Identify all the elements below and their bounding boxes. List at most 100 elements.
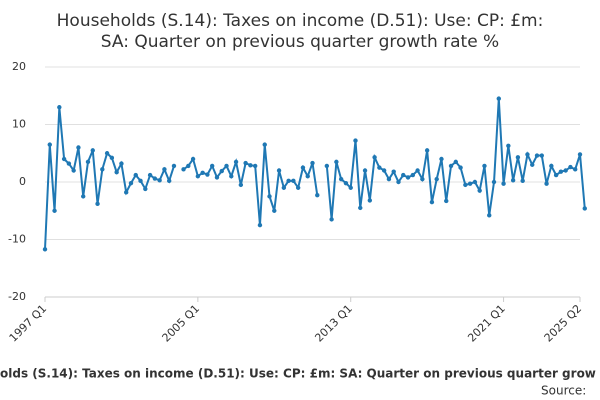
point bbox=[147, 172, 153, 178]
point bbox=[496, 96, 501, 101]
point bbox=[138, 178, 143, 184]
point bbox=[42, 247, 48, 252]
point bbox=[544, 181, 549, 186]
point bbox=[487, 213, 492, 218]
point bbox=[295, 185, 301, 190]
point bbox=[429, 199, 435, 205]
point bbox=[563, 168, 568, 173]
point bbox=[310, 160, 315, 166]
point bbox=[66, 161, 72, 166]
point bbox=[515, 155, 521, 160]
point bbox=[573, 167, 578, 172]
point bbox=[95, 201, 100, 207]
point bbox=[534, 153, 540, 158]
point bbox=[214, 175, 220, 180]
point bbox=[315, 193, 320, 198]
chart-title: SA: Quarter on previous quarter growth r… bbox=[101, 32, 499, 52]
point bbox=[410, 172, 416, 178]
point bbox=[424, 148, 430, 153]
point bbox=[367, 198, 373, 203]
point bbox=[81, 194, 86, 199]
point bbox=[553, 172, 559, 178]
point bbox=[100, 167, 105, 172]
x-tick-label: 1997 Q1 bbox=[7, 302, 50, 345]
point bbox=[143, 186, 148, 192]
point bbox=[391, 169, 396, 174]
y-tick-label: 0 bbox=[19, 175, 26, 188]
point bbox=[152, 176, 158, 181]
point bbox=[90, 148, 95, 153]
point bbox=[491, 179, 497, 185]
point bbox=[577, 152, 583, 157]
point bbox=[582, 206, 587, 211]
point bbox=[300, 165, 306, 170]
point bbox=[252, 163, 258, 169]
point bbox=[85, 159, 91, 165]
y-tick-label: -20 bbox=[8, 290, 26, 303]
point bbox=[186, 163, 191, 169]
point bbox=[57, 105, 62, 110]
point bbox=[128, 180, 134, 186]
point bbox=[530, 162, 535, 167]
point bbox=[76, 145, 81, 150]
point bbox=[338, 176, 344, 182]
point bbox=[181, 167, 186, 172]
point bbox=[157, 178, 162, 183]
point bbox=[133, 172, 138, 178]
point bbox=[71, 168, 76, 173]
point bbox=[506, 143, 511, 148]
point bbox=[439, 156, 444, 162]
y-tick-label: 20 bbox=[12, 60, 26, 73]
point bbox=[272, 208, 277, 213]
chart-title: Households (S.14): Taxes on income (D.51… bbox=[57, 11, 544, 31]
point bbox=[510, 178, 516, 183]
point bbox=[281, 185, 287, 190]
point bbox=[343, 180, 349, 186]
point bbox=[381, 168, 387, 173]
point bbox=[286, 178, 291, 184]
point bbox=[348, 185, 353, 190]
point bbox=[372, 155, 377, 160]
point bbox=[238, 182, 244, 188]
point bbox=[166, 178, 172, 184]
point bbox=[463, 182, 468, 188]
point bbox=[568, 164, 573, 170]
point bbox=[458, 165, 463, 170]
point bbox=[501, 181, 506, 186]
point bbox=[386, 176, 392, 182]
point bbox=[467, 181, 473, 186]
point bbox=[224, 163, 229, 169]
point bbox=[61, 156, 67, 162]
point bbox=[209, 163, 215, 169]
point bbox=[124, 190, 129, 195]
point bbox=[377, 165, 382, 170]
point bbox=[104, 151, 110, 156]
point bbox=[549, 163, 554, 169]
point bbox=[229, 174, 234, 179]
point bbox=[362, 168, 368, 173]
x-tick-label: 2025 Q2 bbox=[542, 302, 585, 345]
point bbox=[525, 152, 530, 157]
point bbox=[262, 142, 267, 147]
point bbox=[233, 159, 239, 165]
point bbox=[444, 198, 449, 204]
x-tick-label: 2013 Q1 bbox=[312, 302, 355, 345]
point bbox=[482, 163, 487, 169]
point bbox=[448, 163, 454, 169]
point bbox=[200, 170, 205, 175]
point bbox=[291, 178, 296, 184]
point bbox=[47, 142, 52, 147]
point bbox=[52, 208, 57, 213]
point bbox=[276, 168, 282, 173]
point bbox=[539, 153, 544, 158]
point bbox=[205, 172, 210, 177]
point bbox=[171, 163, 177, 169]
point bbox=[353, 138, 358, 143]
x-tick-label: 2005 Q1 bbox=[160, 302, 203, 345]
point bbox=[358, 205, 363, 211]
point bbox=[420, 176, 425, 182]
point bbox=[558, 169, 564, 174]
point bbox=[396, 179, 401, 185]
point bbox=[248, 163, 253, 168]
